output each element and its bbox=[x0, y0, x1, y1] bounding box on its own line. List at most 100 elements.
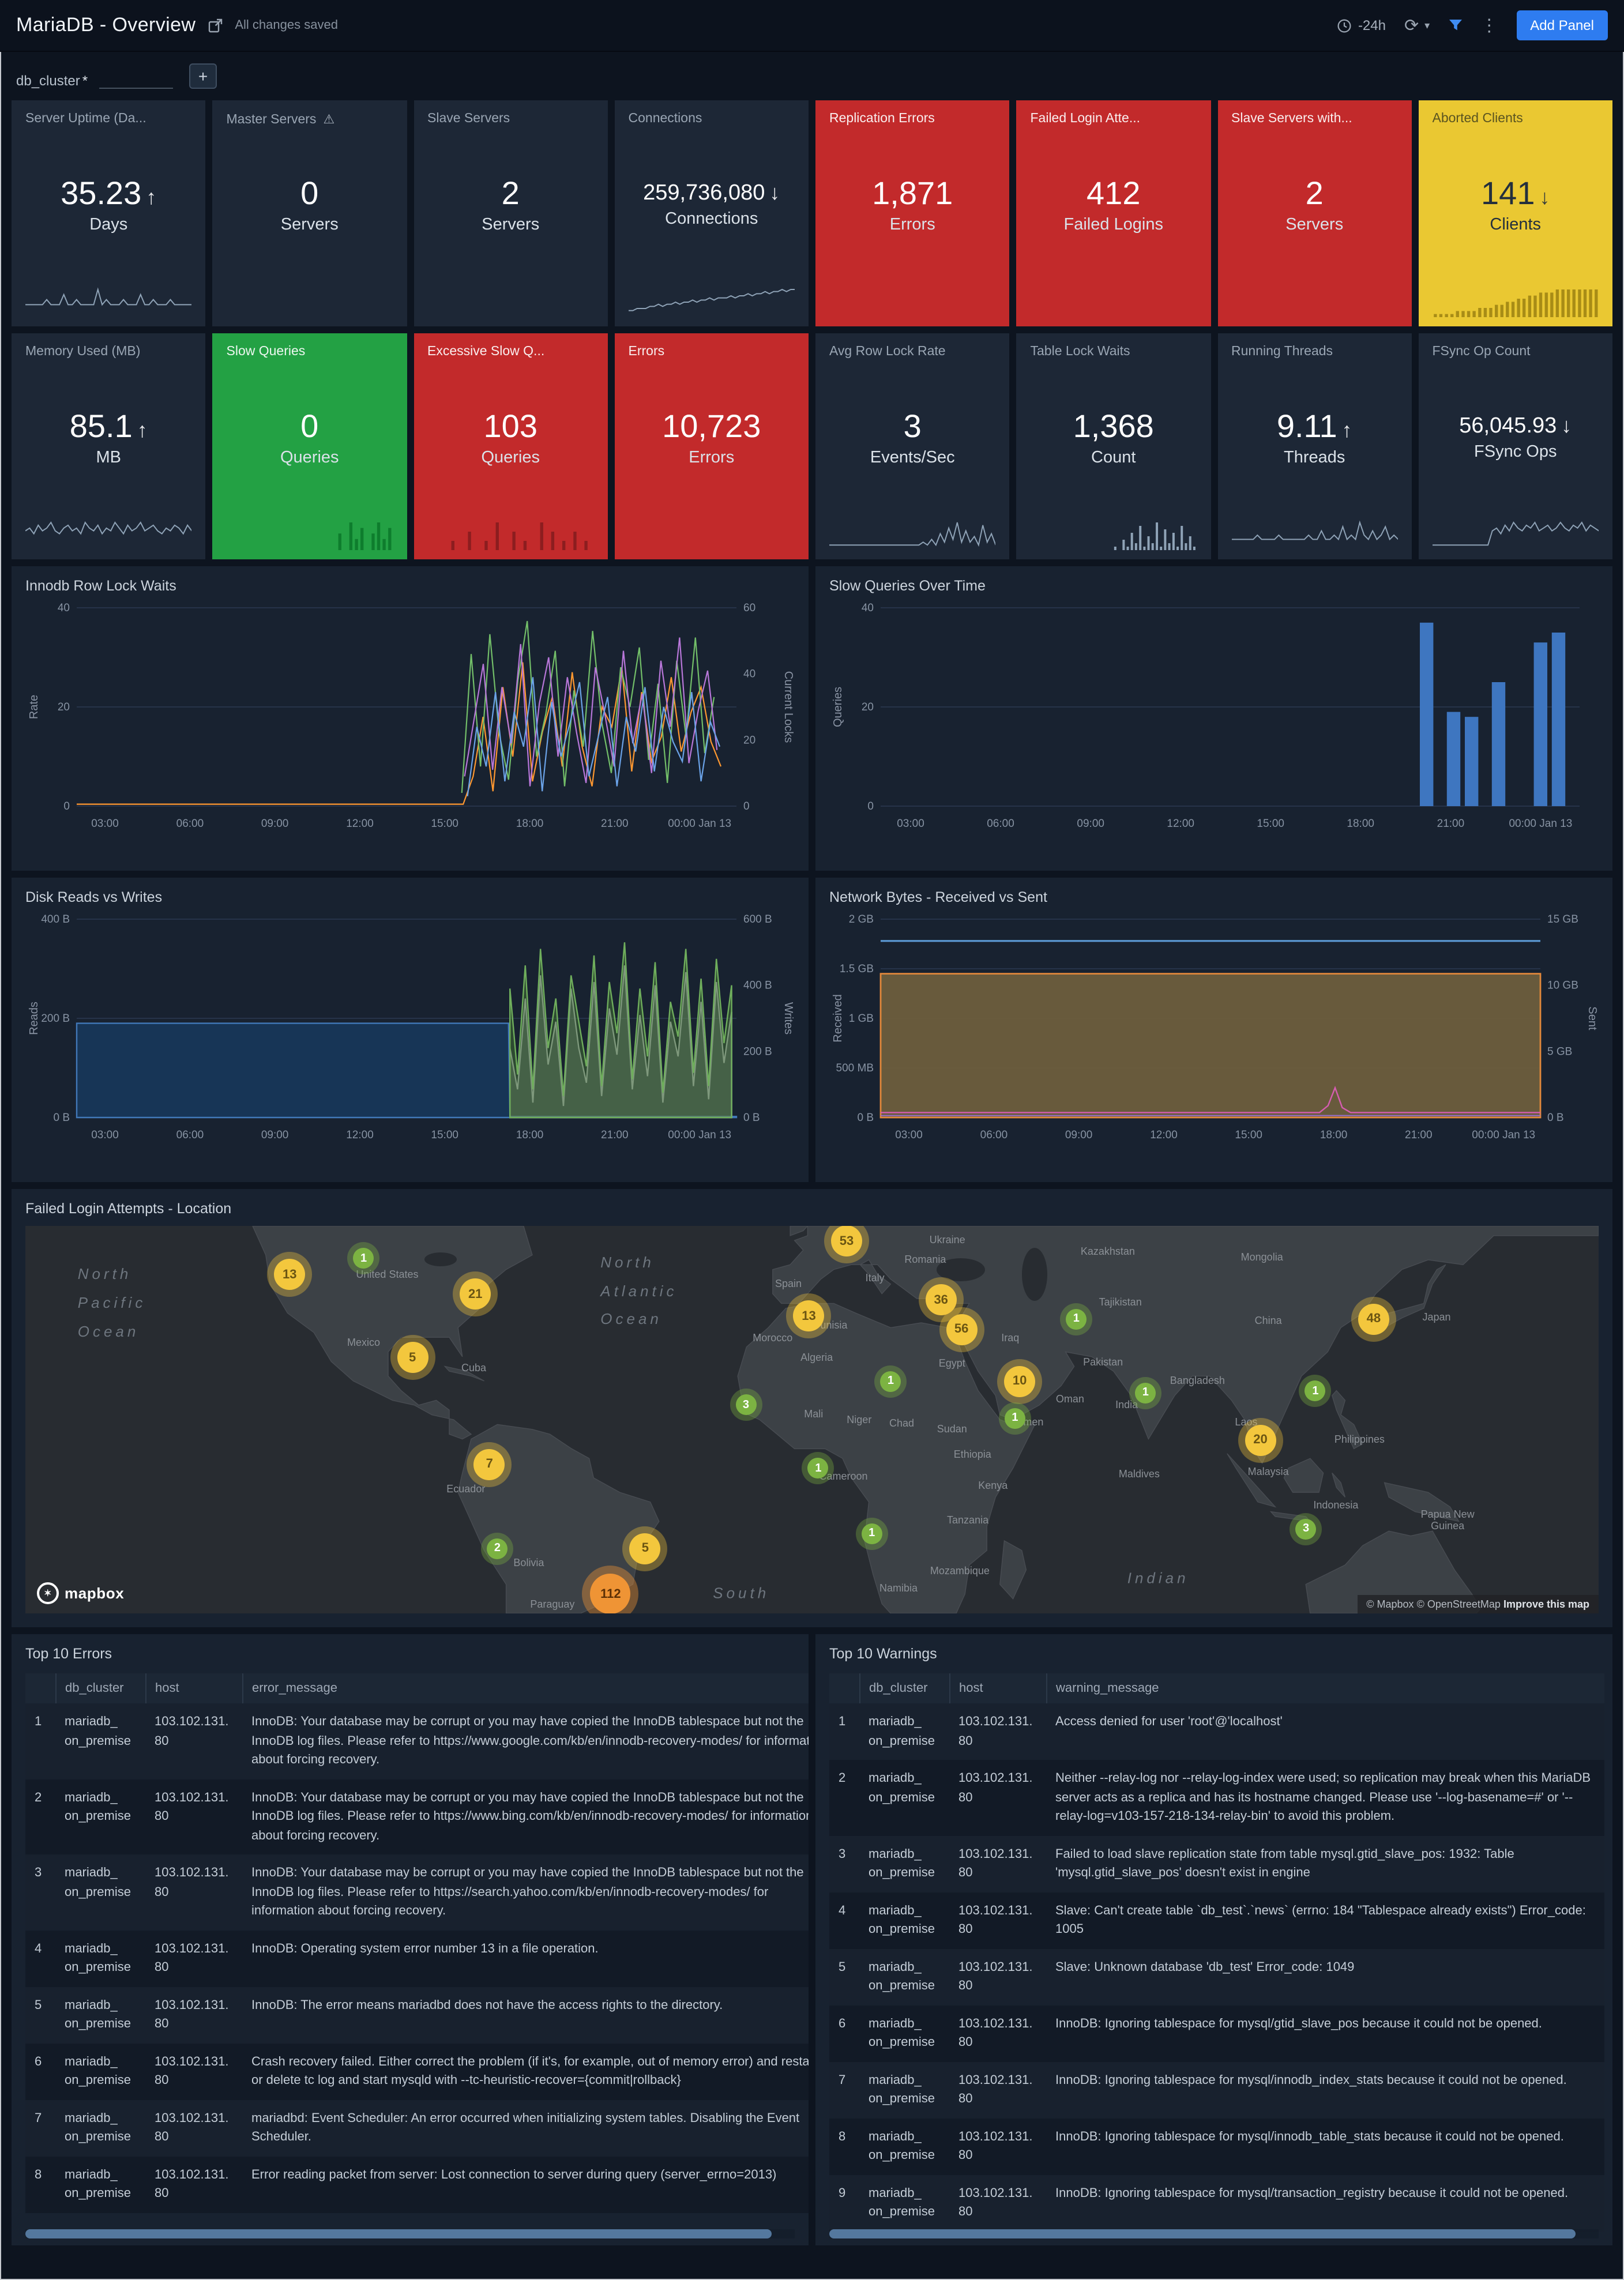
map-cluster-marker[interactable]: 7 bbox=[473, 1448, 505, 1480]
map-cluster-marker[interactable]: 20 bbox=[1245, 1424, 1276, 1456]
kebab-menu[interactable]: ⋮ bbox=[1480, 16, 1498, 36]
osm-attribution-link[interactable]: © OpenStreetMap bbox=[1416, 1598, 1501, 1610]
svg-text:03:00: 03:00 bbox=[91, 818, 119, 830]
cell-message: InnoDB: Your database may be corrupt or … bbox=[251, 1790, 809, 1842]
kpi-sparkline bbox=[1031, 285, 1197, 317]
row-index: 3 bbox=[839, 1847, 846, 1861]
map-cluster-marker[interactable]: 3 bbox=[1295, 1518, 1317, 1540]
svg-text:12:00: 12:00 bbox=[346, 818, 374, 830]
chart-canvas-innodb-row-lock-waits[interactable]: 0 20 40 0 20 40 60 03:00 06:00 09:00 12:00 15:00 18:… bbox=[25, 599, 795, 842]
map-cluster-marker[interactable]: 48 bbox=[1358, 1303, 1389, 1335]
world-map[interactable]: ✶ mapbox © Mapbox © OpenStreetMap Improv… bbox=[25, 1226, 1599, 1613]
map-cluster-marker[interactable]: 1 bbox=[880, 1371, 901, 1392]
chart-canvas-slow-queries-over-time[interactable]: 0 20 40 03:00 06:00 09:00 12:00 15:00 18:00 21:00… bbox=[829, 599, 1599, 842]
kpi-tile-avg-row-lock-rate[interactable]: Avg Row Lock Rate 3 Events/Sec bbox=[815, 333, 1010, 559]
column-header-host[interactable]: host bbox=[949, 1673, 1046, 1703]
mapbox-logo[interactable]: ✶ mapbox bbox=[37, 1582, 124, 1604]
horizontal-scrollbar[interactable] bbox=[25, 2229, 795, 2238]
map-cluster-marker[interactable]: 3 bbox=[735, 1394, 757, 1416]
map-cluster-marker[interactable]: 53 bbox=[831, 1226, 862, 1257]
kpi-tile-failed-login-atte[interactable]: Failed Login Atte... 412 Failed Logins bbox=[1016, 100, 1211, 326]
kpi-tile-slave-servers-with[interactable]: Slave Servers with... 2 Servers bbox=[1217, 100, 1412, 326]
map-cluster-marker[interactable]: 56 bbox=[946, 1314, 978, 1345]
add-filter-button[interactable]: + bbox=[189, 63, 217, 89]
svg-text:03:00: 03:00 bbox=[91, 1129, 119, 1141]
mapbox-attribution-link[interactable]: © Mapbox bbox=[1366, 1598, 1414, 1610]
column-header-db-cluster[interactable]: db_cluster bbox=[55, 1673, 145, 1703]
kpi-sparkline bbox=[25, 518, 192, 550]
svg-text:18:00: 18:00 bbox=[1347, 818, 1374, 830]
kpi-sparkline bbox=[829, 518, 996, 550]
kpi-tile-title: Running Threads bbox=[1231, 345, 1333, 359]
kpi-sparkline bbox=[25, 285, 192, 317]
add-panel-button[interactable]: Add Panel bbox=[1516, 10, 1608, 40]
column-header-index[interactable] bbox=[829, 1673, 859, 1703]
kpi-tile-excessive-slow-q[interactable]: Excessive Slow Q... 103 Queries bbox=[413, 333, 608, 559]
cell-message: Slave: Can't create table `db_test`.`new… bbox=[1055, 1903, 1586, 1936]
kpi-tile-aborted-clients[interactable]: Aborted Clients 141 ↓ Clients bbox=[1418, 100, 1612, 326]
kpi-tile-replication-errors[interactable]: Replication Errors 1,871 Errors bbox=[815, 100, 1010, 326]
kpi-tile-title: Table Lock Waits bbox=[1030, 345, 1130, 359]
column-header-db-cluster[interactable]: db_cluster bbox=[859, 1673, 949, 1703]
share-icon[interactable] bbox=[207, 17, 223, 33]
kpi-tile-title: Replication Errors bbox=[829, 112, 935, 126]
horizontal-scrollbar[interactable] bbox=[829, 2229, 1599, 2238]
map-cluster-marker[interactable]: 36 bbox=[925, 1284, 957, 1316]
row-index: 4 bbox=[839, 1903, 846, 1917]
kpi-tile-server-uptime-da[interactable]: Server Uptime (Da... 35.23 ↑ Days bbox=[12, 100, 206, 326]
time-range-selector[interactable]: -24h bbox=[1337, 17, 1386, 33]
cell-message: Access denied for user 'root'@'localhost… bbox=[1055, 1715, 1283, 1729]
column-header-index[interactable] bbox=[25, 1673, 55, 1703]
refresh-button[interactable]: ⟳ ▾ bbox=[1404, 15, 1430, 36]
map-cluster-marker[interactable]: 5 bbox=[629, 1533, 661, 1564]
column-header-host[interactable]: host bbox=[145, 1673, 242, 1703]
cell-message: InnoDB: Ignoring tablespace for mysql/tr… bbox=[1055, 2186, 1569, 2200]
trend-down-icon: ↓ bbox=[1561, 413, 1572, 437]
map-cluster-marker[interactable]: 1 bbox=[1135, 1382, 1156, 1404]
chart-canvas-network-bytes-received-vs-sent[interactable]: 0 B 500 MB 1 GB 1.5 GB 2 GB 0 B 5 GB 10 GB 15 GB… bbox=[829, 910, 1599, 1153]
map-cluster-marker[interactable]: 1 bbox=[861, 1523, 882, 1544]
kpi-tile-errors[interactable]: Errors 10,723 Errors bbox=[614, 333, 809, 559]
map-cluster-marker[interactable]: 1 bbox=[1305, 1380, 1326, 1402]
map-cluster-marker[interactable]: 13 bbox=[274, 1259, 306, 1291]
cell-db-cluster: mariadb_on_premise bbox=[869, 2186, 935, 2219]
kpi-tile-master-servers[interactable]: Master Servers ⚠ 0 Servers bbox=[212, 100, 407, 326]
kpi-tile-memory-used-mb[interactable]: Memory Used (MB) 85.1 ↑ MB bbox=[12, 333, 206, 559]
map-cluster-marker[interactable]: 1 bbox=[353, 1248, 374, 1269]
map-cluster-marker[interactable]: 10 bbox=[1004, 1365, 1036, 1397]
kpi-tile-slow-queries[interactable]: Slow Queries 0 Queries bbox=[212, 333, 407, 559]
map-cluster-marker[interactable]: 2 bbox=[487, 1538, 508, 1559]
cell-db-cluster: mariadb_on_premise bbox=[869, 2016, 935, 2049]
kpi-tile-running-threads[interactable]: Running Threads 9.11 ↑ Threads bbox=[1217, 333, 1412, 559]
map-cluster-marker[interactable]: 1 bbox=[807, 1458, 829, 1479]
map-cluster-marker[interactable]: 1 bbox=[1066, 1308, 1087, 1330]
svg-text:0 B: 0 B bbox=[53, 1112, 70, 1124]
svg-text:00:00 Jan 13: 00:00 Jan 13 bbox=[1509, 818, 1572, 830]
filter-icon[interactable] bbox=[1448, 18, 1462, 32]
cell-host: 103.102.131.80 bbox=[958, 2016, 1033, 2049]
kpi-tile-table-lock-waits[interactable]: Table Lock Waits 1,368 Count bbox=[1016, 333, 1211, 559]
svg-text:2 GB: 2 GB bbox=[849, 913, 874, 925]
map-cluster-marker[interactable]: 21 bbox=[460, 1278, 491, 1310]
kpi-tile-title: Aborted Clients bbox=[1432, 112, 1523, 126]
improve-map-link[interactable]: Improve this map bbox=[1503, 1598, 1589, 1610]
kpi-value: 3 bbox=[903, 408, 922, 443]
kpi-tile-fsync-op-count[interactable]: FSync Op Count 56,045.93 ↓ FSync Ops bbox=[1418, 333, 1612, 559]
kpi-tile-connections[interactable]: Connections 259,736,080 ↓ Connections bbox=[614, 100, 809, 326]
map-cluster-marker[interactable]: 112 bbox=[590, 1574, 631, 1613]
svg-text:200 B: 200 B bbox=[41, 1013, 70, 1025]
kpi-unit: Servers bbox=[482, 215, 540, 234]
svg-text:600 B: 600 B bbox=[743, 913, 772, 925]
map-cluster-marker[interactable]: 1 bbox=[1004, 1408, 1025, 1429]
map-cluster-marker[interactable]: 5 bbox=[397, 1342, 428, 1374]
db-cluster-filter-input[interactable] bbox=[99, 68, 174, 89]
failed-login-map-panel: Failed Login Attempts - Location ✶ mapbo… bbox=[12, 1189, 1612, 1627]
chart-canvas-disk-reads-vs-writes[interactable]: 0 B 200 B 400 B 0 B 200 B 400 B 600 B 03:00 06:0… bbox=[25, 910, 795, 1153]
cell-host: 103.102.131.80 bbox=[155, 1942, 229, 1974]
column-header-warning-message[interactable]: warning_message bbox=[1046, 1673, 1604, 1703]
map-cluster-marker[interactable]: 13 bbox=[793, 1300, 825, 1332]
kpi-tile-slave-servers[interactable]: Slave Servers 2 Servers bbox=[413, 100, 608, 326]
svg-text:0: 0 bbox=[867, 800, 874, 812]
column-header-error-message[interactable]: error_message bbox=[242, 1673, 809, 1703]
svg-text:15:00: 15:00 bbox=[1235, 1129, 1262, 1141]
